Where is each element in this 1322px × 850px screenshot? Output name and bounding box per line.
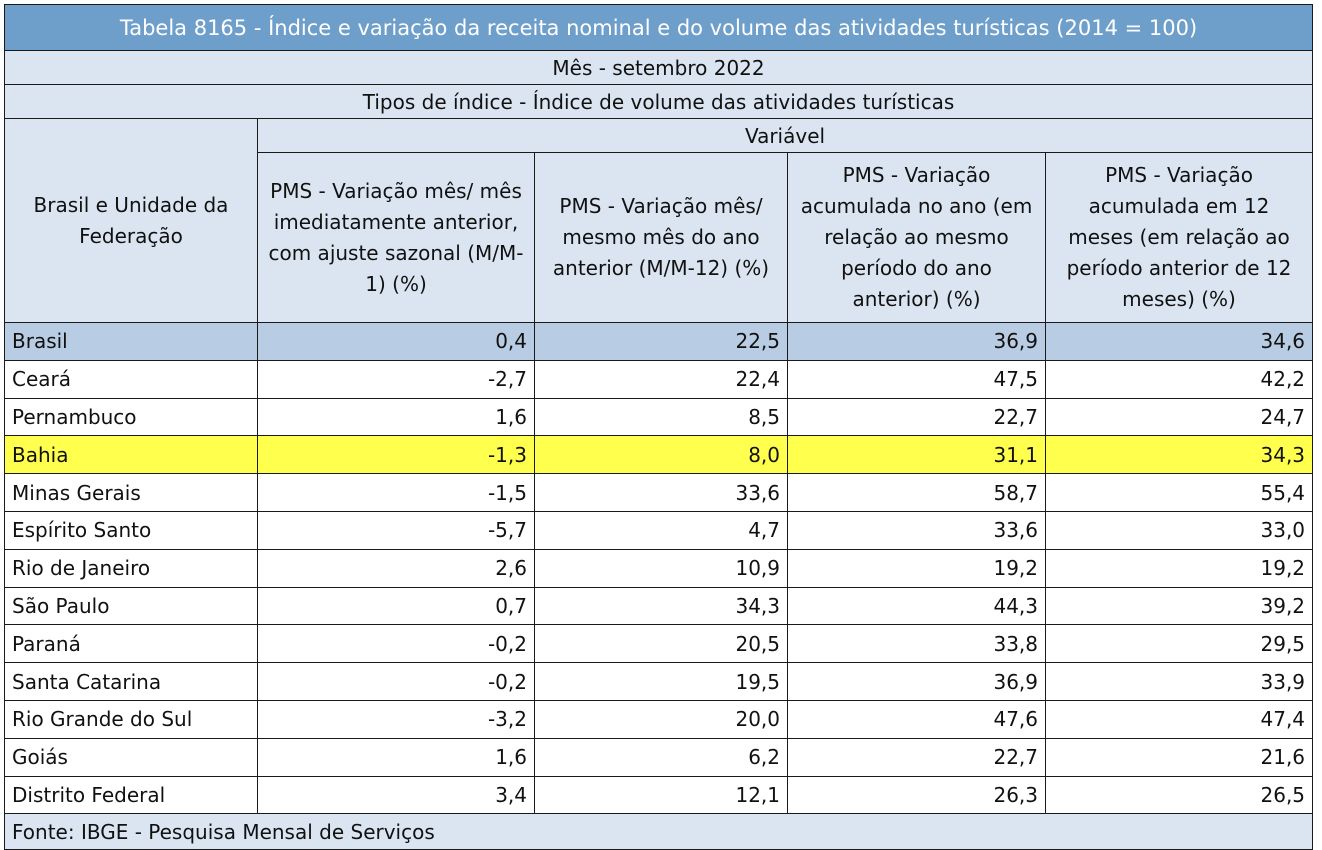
value-cell: 29,5 — [1044, 624, 1314, 664]
column-header-12m: PMS - Variação acumulada em 12 meses (em… — [1044, 152, 1314, 323]
region-cell: Santa Catarina — [4, 662, 258, 701]
value-cell: 20,5 — [534, 624, 788, 664]
region-cell: Espírito Santo — [4, 510, 258, 550]
value-cell: 31,1 — [787, 435, 1046, 475]
table-row: Pernambuco 1,6 8,5 22,7 24,7 — [4, 397, 1314, 437]
value-cell: -1,5 — [257, 473, 535, 512]
table-row-brasil: Brasil 0,4 22,5 36,9 34,6 — [4, 322, 1314, 361]
value-cell: 1,6 — [257, 737, 535, 777]
region-cell: Minas Gerais — [4, 473, 258, 512]
table-row: Paraná -0,2 20,5 33,8 29,5 — [4, 624, 1314, 664]
region-cell: Rio de Janeiro — [4, 548, 258, 588]
value-cell: 0,4 — [257, 322, 535, 361]
table-row: Rio de Janeiro 2,6 10,9 19,2 19,2 — [4, 548, 1314, 588]
value-cell: 22,5 — [534, 322, 788, 361]
value-cell: 33,6 — [534, 473, 788, 512]
value-cell: 19,2 — [787, 548, 1046, 588]
table-row: Espírito Santo -5,7 4,7 33,6 33,0 — [4, 510, 1314, 550]
value-cell: 44,3 — [787, 586, 1046, 626]
value-cell: 33,9 — [1044, 662, 1314, 701]
table-body: Tabela 8165 - Índice e variação da recei… — [3, 4, 1314, 850]
variable-group-row: Brasil e Unidade da Federação Variável — [4, 118, 1314, 323]
region-cell: Goiás — [4, 737, 258, 777]
value-cell: 34,6 — [1044, 322, 1314, 361]
value-cell: 4,7 — [534, 510, 788, 550]
column-header-mm1: PMS - Variação mês/ mês imediatamente an… — [257, 152, 535, 323]
value-cell: 6,2 — [534, 737, 788, 777]
month-label: Mês - setembro 2022 — [3, 50, 1314, 85]
column-header-mm12: PMS - Variação mês/ mesmo mês do ano ant… — [534, 152, 788, 323]
value-cell: 12,1 — [534, 775, 788, 815]
value-cell: 24,7 — [1044, 397, 1314, 437]
data-table: Tabela 8165 - Índice e variação da recei… — [3, 4, 1314, 850]
region-column-header: Brasil e Unidade da Federação — [4, 118, 258, 323]
value-cell: 26,3 — [787, 775, 1046, 815]
value-cell: -2,7 — [257, 359, 535, 399]
value-cell: 20,0 — [534, 699, 788, 739]
table-title: Tabela 8165 - Índice e variação da recei… — [3, 4, 1314, 51]
value-cell: 33,6 — [787, 510, 1046, 550]
value-cell: 33,0 — [1044, 510, 1314, 550]
region-cell: Ceará — [4, 359, 258, 399]
value-cell: 47,4 — [1044, 699, 1314, 739]
value-cell: 2,6 — [257, 548, 535, 588]
value-cell: -0,2 — [257, 662, 535, 701]
value-cell: -1,3 — [257, 435, 535, 475]
region-cell: Rio Grande do Sul — [4, 699, 258, 739]
value-cell: 58,7 — [787, 473, 1046, 512]
value-cell: 34,3 — [534, 586, 788, 626]
month-row: Mês - setembro 2022 — [3, 50, 1314, 85]
region-cell: Paraná — [4, 624, 258, 664]
table-row: Ceará -2,7 22,4 47,5 42,2 — [4, 359, 1314, 399]
table-row: Rio Grande do Sul -3,2 20,0 47,6 47,4 — [4, 699, 1314, 739]
value-cell: 55,4 — [1044, 473, 1314, 512]
source-note: Fonte: IBGE - Pesquisa Mensal de Serviço… — [3, 813, 1314, 850]
value-cell: 1,6 — [257, 397, 535, 437]
value-cell: -0,2 — [257, 624, 535, 664]
region-cell: Brasil — [4, 322, 258, 361]
region-cell: São Paulo — [4, 586, 258, 626]
value-cell: 21,6 — [1044, 737, 1314, 777]
value-cell: 36,9 — [787, 662, 1046, 701]
value-cell: 47,5 — [787, 359, 1046, 399]
value-cell: 0,7 — [257, 586, 535, 626]
value-cell: 8,0 — [534, 435, 788, 475]
variable-group-header: Variável — [256, 118, 1314, 153]
value-cell: 33,8 — [787, 624, 1046, 664]
region-cell: Bahia — [4, 435, 258, 475]
table-row: São Paulo 0,7 34,3 44,3 39,2 — [4, 586, 1314, 626]
value-cell: 22,7 — [787, 397, 1046, 437]
column-header-ytd: PMS - Variação acumulada no ano (em rela… — [787, 152, 1046, 323]
value-cell: 34,3 — [1044, 435, 1314, 475]
value-cell: -3,2 — [257, 699, 535, 739]
region-cell: Distrito Federal — [4, 775, 258, 815]
value-cell: 10,9 — [534, 548, 788, 588]
value-cell: 8,5 — [534, 397, 788, 437]
value-cell: 42,2 — [1044, 359, 1314, 399]
value-cell: 36,9 — [787, 322, 1046, 361]
value-cell: 26,5 — [1044, 775, 1314, 815]
table-row: Santa Catarina -0,2 19,5 36,9 33,9 — [4, 662, 1314, 701]
table-row-bahia: Bahia -1,3 8,0 31,1 34,3 — [4, 435, 1314, 475]
index-type-label: Tipos de índice - Índice de volume das a… — [3, 84, 1314, 119]
region-cell: Pernambuco — [4, 397, 258, 437]
column-header-row: PMS - Variação mês/ mês imediatamente an… — [5, 152, 1314, 323]
source-row: Fonte: IBGE - Pesquisa Mensal de Serviço… — [3, 813, 1314, 850]
value-cell: 22,4 — [534, 359, 788, 399]
table-row: Goiás 1,6 6,2 22,7 21,6 — [4, 737, 1314, 777]
title-row: Tabela 8165 - Índice e variação da recei… — [3, 4, 1314, 51]
value-cell: 22,7 — [787, 737, 1046, 777]
value-cell: 39,2 — [1044, 586, 1314, 626]
value-cell: 3,4 — [257, 775, 535, 815]
table-row: Minas Gerais -1,5 33,6 58,7 55,4 — [4, 473, 1314, 512]
value-cell: 19,5 — [534, 662, 788, 701]
value-cell: 19,2 — [1044, 548, 1314, 588]
index-type-row: Tipos de índice - Índice de volume das a… — [3, 84, 1314, 119]
value-cell: 47,6 — [787, 699, 1046, 739]
value-cell: -5,7 — [257, 510, 535, 550]
table-row: Distrito Federal 3,4 12,1 26,3 26,5 — [4, 775, 1314, 815]
